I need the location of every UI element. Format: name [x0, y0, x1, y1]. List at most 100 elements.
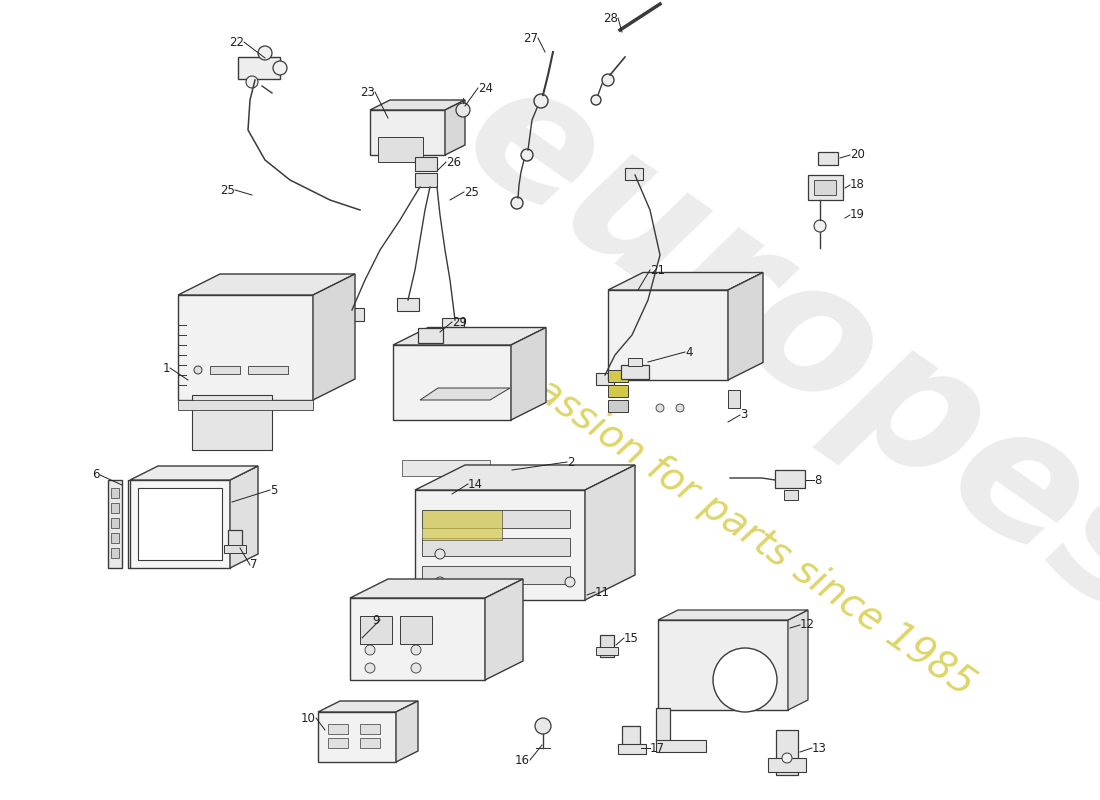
Polygon shape: [485, 579, 522, 680]
Text: a passion for parts since 1985: a passion for parts since 1985: [478, 336, 981, 704]
Bar: [422, 538, 570, 556]
Circle shape: [782, 753, 792, 763]
Text: 17: 17: [650, 742, 666, 754]
Bar: [600, 635, 614, 657]
Circle shape: [535, 718, 551, 734]
Text: europes: europes: [432, 42, 1100, 658]
Text: 25: 25: [220, 183, 235, 197]
Bar: [621, 726, 640, 750]
Text: 13: 13: [812, 742, 827, 754]
Text: 5: 5: [270, 483, 277, 497]
Text: 26: 26: [446, 155, 461, 169]
Text: 7: 7: [250, 558, 257, 571]
Bar: [658, 620, 788, 710]
Bar: [628, 358, 642, 366]
Circle shape: [676, 404, 684, 412]
Bar: [192, 395, 272, 450]
Bar: [625, 168, 644, 180]
Bar: [400, 616, 432, 644]
Bar: [224, 545, 246, 553]
Bar: [328, 738, 348, 748]
Bar: [776, 470, 805, 488]
Polygon shape: [370, 100, 465, 110]
Polygon shape: [350, 579, 522, 598]
Polygon shape: [608, 290, 728, 380]
Polygon shape: [318, 701, 418, 712]
Circle shape: [713, 648, 777, 712]
Polygon shape: [350, 598, 485, 680]
Circle shape: [521, 149, 534, 161]
Circle shape: [602, 74, 614, 86]
Polygon shape: [608, 273, 763, 290]
Circle shape: [512, 197, 522, 209]
Bar: [210, 366, 240, 374]
Bar: [818, 152, 838, 165]
Bar: [422, 566, 570, 584]
Circle shape: [258, 46, 272, 60]
Polygon shape: [415, 465, 635, 490]
Bar: [442, 318, 464, 331]
Bar: [656, 740, 706, 752]
Bar: [608, 370, 628, 382]
Text: 29: 29: [452, 315, 468, 329]
Polygon shape: [585, 465, 635, 600]
Bar: [814, 180, 836, 195]
Bar: [442, 487, 454, 496]
Bar: [784, 490, 798, 500]
Bar: [422, 510, 570, 528]
Circle shape: [534, 94, 548, 108]
Circle shape: [365, 663, 375, 673]
Text: 28: 28: [603, 11, 618, 25]
Bar: [111, 488, 119, 498]
Circle shape: [246, 76, 258, 88]
Bar: [596, 373, 614, 385]
Circle shape: [194, 366, 202, 374]
Bar: [415, 173, 437, 187]
Polygon shape: [178, 295, 314, 400]
Bar: [130, 480, 230, 568]
Circle shape: [411, 645, 421, 655]
Polygon shape: [230, 466, 258, 568]
Polygon shape: [178, 274, 355, 295]
Bar: [138, 488, 222, 560]
Text: 3: 3: [740, 409, 747, 422]
Bar: [360, 738, 379, 748]
Polygon shape: [370, 110, 446, 155]
Bar: [808, 175, 843, 200]
Bar: [342, 308, 364, 321]
Polygon shape: [314, 274, 355, 400]
Text: 6: 6: [92, 469, 100, 482]
Text: 16: 16: [515, 754, 530, 766]
Bar: [608, 385, 628, 397]
Text: 4: 4: [685, 346, 693, 358]
Text: 22: 22: [229, 35, 244, 49]
Text: 9: 9: [373, 614, 380, 626]
Bar: [402, 460, 490, 476]
Bar: [178, 400, 314, 410]
Bar: [728, 390, 740, 408]
Text: 20: 20: [850, 149, 865, 162]
Circle shape: [273, 61, 287, 75]
Polygon shape: [728, 273, 763, 380]
Text: 25: 25: [464, 186, 478, 198]
Circle shape: [456, 103, 470, 117]
Text: 23: 23: [360, 86, 375, 98]
Bar: [111, 548, 119, 558]
Bar: [360, 724, 379, 734]
Polygon shape: [130, 466, 258, 480]
Bar: [436, 494, 460, 509]
Polygon shape: [393, 345, 512, 420]
Bar: [111, 518, 119, 528]
Polygon shape: [393, 327, 546, 345]
Polygon shape: [415, 490, 585, 600]
Circle shape: [434, 577, 446, 587]
Text: 12: 12: [800, 618, 815, 631]
Bar: [111, 533, 119, 543]
Text: 14: 14: [468, 478, 483, 490]
Bar: [621, 365, 649, 379]
Polygon shape: [446, 100, 465, 155]
Bar: [415, 157, 437, 171]
Bar: [776, 730, 798, 775]
Polygon shape: [788, 610, 808, 710]
Text: 10: 10: [301, 711, 316, 725]
